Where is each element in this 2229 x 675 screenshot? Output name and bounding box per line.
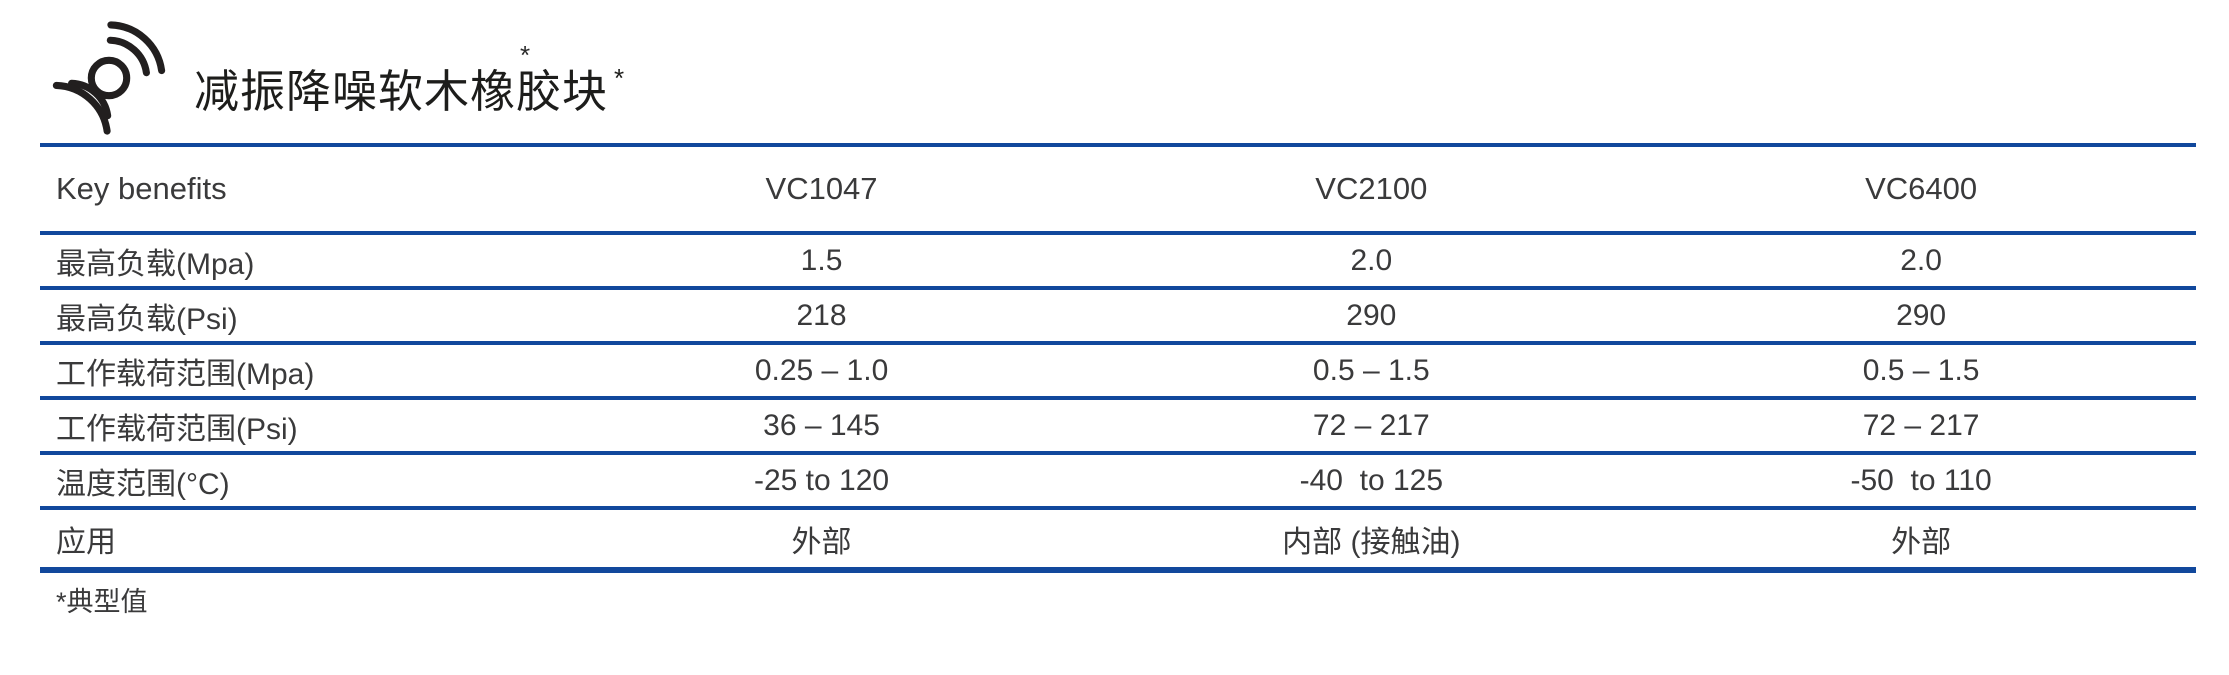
table-row-max-load-mpa: 最高负载(Mpa) 1.5 2.0 2.0 (40, 233, 2196, 290)
page-title: 减振降噪软木橡胶块 * (194, 52, 625, 118)
stray-asterisk-mark: * (520, 40, 531, 70)
cell-value: 2.0 (1096, 233, 1647, 290)
row-label: 工作载荷范围(Psi) (40, 398, 547, 455)
logo-circle (87, 56, 131, 100)
table-row-temperature-range: 温度范围(°C) -25 to 120 -40 to 125 -50 to 11… (40, 453, 2196, 510)
row-label: 应用 (40, 508, 547, 573)
cell-value: 0.5 – 1.5 (1096, 343, 1647, 400)
table-row-working-load-mpa: 工作载荷范围(Mpa) 0.25 – 1.0 0.5 – 1.5 0.5 – 1… (40, 343, 2196, 400)
row-label: 最高负载(Mpa) (40, 233, 547, 290)
row-label: 温度范围(°C) (40, 453, 547, 510)
cell-value: 外部 (1646, 508, 2196, 573)
cell-value: 1.5 (546, 233, 1097, 290)
table-row-application: 应用 外部 内部 (接触油) 外部 (40, 508, 2196, 573)
logo-arc-ne-outer (107, 21, 166, 75)
cell-value: 218 (546, 288, 1097, 345)
logo-arc-ne-inner (106, 36, 150, 77)
cell-value: 36 – 145 (546, 398, 1097, 455)
vibration-waves-icon (52, 21, 166, 135)
cell-value: 290 (1096, 288, 1647, 345)
footnote: *典型值 (56, 587, 148, 617)
column-header-vc6400: VC6400 (1646, 145, 2196, 235)
cell-value: 290 (1646, 288, 2196, 345)
cell-value: 72 – 217 (1646, 398, 2196, 455)
logo-arc-sw-inner (68, 79, 112, 120)
page-title-text: 减振降噪软木橡胶块 (194, 66, 609, 117)
logo-arc-sw-outer (52, 81, 111, 135)
row-label: 工作载荷范围(Mpa) (40, 343, 547, 400)
cell-value: -40 to 125 (1096, 453, 1647, 510)
table-row-working-load-psi: 工作载荷范围(Psi) 36 – 145 72 – 217 72 – 217 (40, 398, 2196, 455)
cell-value: 2.0 (1646, 233, 2196, 290)
column-header-key-benefits: Key benefits (40, 145, 547, 235)
cell-value: -50 to 110 (1646, 453, 2196, 510)
table-row-max-load-psi: 最高负载(Psi) 218 290 290 (40, 288, 2196, 345)
row-label: 最高负载(Psi) (40, 288, 547, 345)
cell-value: 0.5 – 1.5 (1646, 343, 2196, 400)
cell-value: 72 – 217 (1096, 398, 1647, 455)
column-header-vc2100: VC2100 (1096, 145, 1647, 235)
cell-value: 内部 (接触油) (1096, 508, 1647, 573)
spec-table: Key benefits VC1047 VC2100 VC6400 最高负载(M… (40, 143, 2196, 573)
title-footnote-asterisk: * (614, 63, 626, 93)
cell-value: -25 to 120 (546, 453, 1097, 510)
cell-value: 0.25 – 1.0 (546, 343, 1097, 400)
cell-value: 外部 (546, 508, 1097, 573)
column-header-vc1047: VC1047 (546, 145, 1097, 235)
table-header-row: Key benefits VC1047 VC2100 VC6400 (40, 145, 2196, 235)
